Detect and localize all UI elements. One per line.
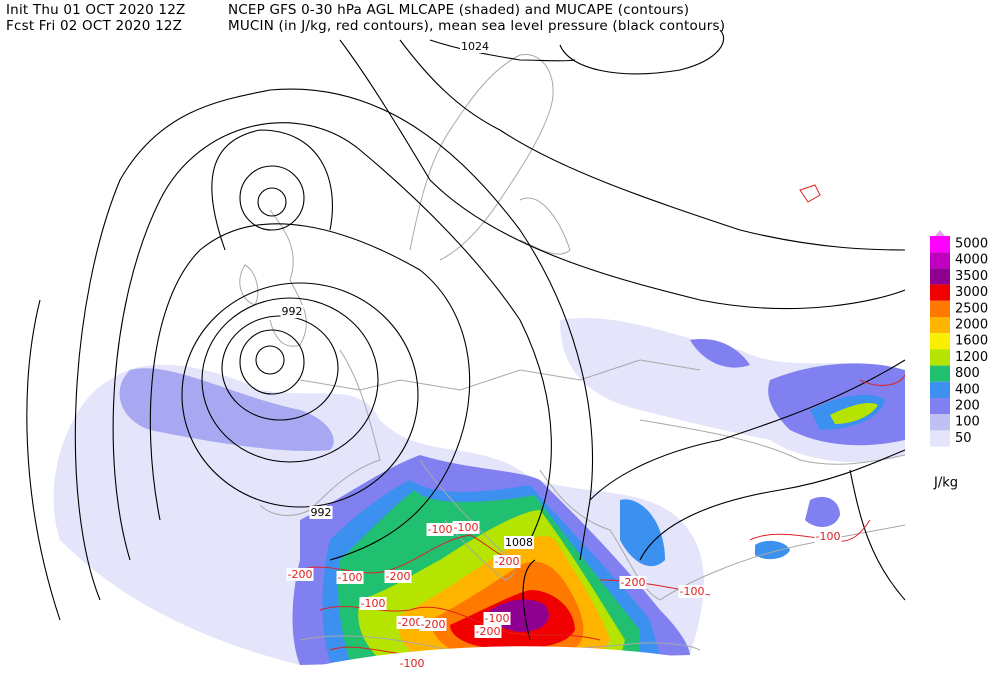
legend-label: 4000 — [955, 253, 988, 268]
mucin-label-bg — [359, 597, 387, 610]
legend-label: 50 — [955, 431, 972, 446]
mucin-label: -200 — [621, 576, 646, 589]
legend-label: 800 — [955, 366, 980, 381]
mucin-label: -100 — [485, 612, 510, 625]
mucin-label-bg — [398, 657, 426, 670]
mucin-label-bg — [493, 555, 521, 568]
legend-unit: J/kg — [933, 476, 958, 491]
mucin-label: -200 — [495, 555, 520, 568]
mucin-label: -200 — [476, 625, 501, 638]
legend-swatch — [930, 236, 950, 253]
isobar-label-bg — [280, 305, 304, 318]
legend-swatch — [930, 414, 950, 431]
mucin-label-bg — [619, 576, 647, 589]
legend-label: 2500 — [955, 301, 988, 316]
mucin-label-bg — [336, 571, 364, 584]
legend-label: 3000 — [955, 285, 988, 300]
mucin-label-bg — [419, 618, 447, 631]
legend-swatch — [930, 252, 950, 269]
init-time: Init Thu 01 OCT 2020 12Z — [6, 2, 185, 18]
isobar-label: 992 — [311, 506, 332, 519]
isobar-label: 1024 — [461, 40, 489, 53]
legend-label: 400 — [955, 382, 980, 397]
mucin-label: -200 — [421, 618, 446, 631]
mucin-label-bg — [483, 612, 511, 625]
legend-swatch — [930, 381, 950, 398]
isobar-label-bg — [309, 506, 333, 519]
legend-label: 3500 — [955, 269, 988, 284]
mucin-label: -100 — [816, 530, 841, 543]
legend-label: 100 — [955, 415, 980, 430]
legend-swatch — [930, 349, 950, 366]
mucin-label: -100 — [454, 521, 479, 534]
legend-swatch — [930, 300, 950, 317]
model-title: NCEP GFS 0-30 hPa AGL MLCAPE (shaded) an… — [228, 2, 689, 18]
mucin-label-bg — [452, 521, 480, 534]
mucin-label-bg — [426, 523, 454, 536]
legend-swatch — [930, 317, 950, 334]
legend-label: 1600 — [955, 334, 988, 349]
mucin-label: -200 — [288, 568, 313, 581]
mucin-label: -200 — [398, 616, 423, 629]
mucin-label: -100 — [680, 585, 705, 598]
mucin-label-bg — [396, 616, 424, 629]
legend-label: 1200 — [955, 350, 988, 365]
legend-swatch — [930, 365, 950, 382]
legend-label: 2000 — [955, 318, 988, 333]
legend-label: 5000 — [955, 237, 988, 252]
isobar-label: 992 — [282, 305, 303, 318]
mucin-label-bg — [678, 585, 706, 598]
mucin-label: -100 — [361, 597, 386, 610]
legend-label: 200 — [955, 399, 980, 414]
isobar-label-bg — [460, 40, 490, 53]
mucin-label-bg — [474, 625, 502, 638]
mucin-label: -200 — [386, 570, 411, 583]
mucin-label: -100 — [338, 571, 363, 584]
legend-swatch — [930, 430, 950, 447]
mucin-label-bg — [814, 530, 842, 543]
field-title: MUCIN (in J/kg, red contours), mean sea … — [228, 18, 725, 34]
domain-edge — [290, 646, 700, 680]
mucin-label-bg — [286, 568, 314, 581]
isobars — [26, 29, 906, 641]
mucin-label: -100 — [428, 523, 453, 536]
legend-swatch — [930, 398, 950, 415]
legend-swatch — [930, 284, 950, 301]
legend-swatch — [930, 333, 950, 350]
legend-swatch — [930, 268, 950, 285]
forecast-time: Fcst Fri 02 OCT 2020 12Z — [6, 18, 182, 34]
isobar-label: 1008 — [505, 536, 533, 549]
mucin-label-bg — [384, 570, 412, 583]
isobar-label-bg — [504, 536, 534, 549]
mucin-label: -100 — [400, 657, 425, 670]
